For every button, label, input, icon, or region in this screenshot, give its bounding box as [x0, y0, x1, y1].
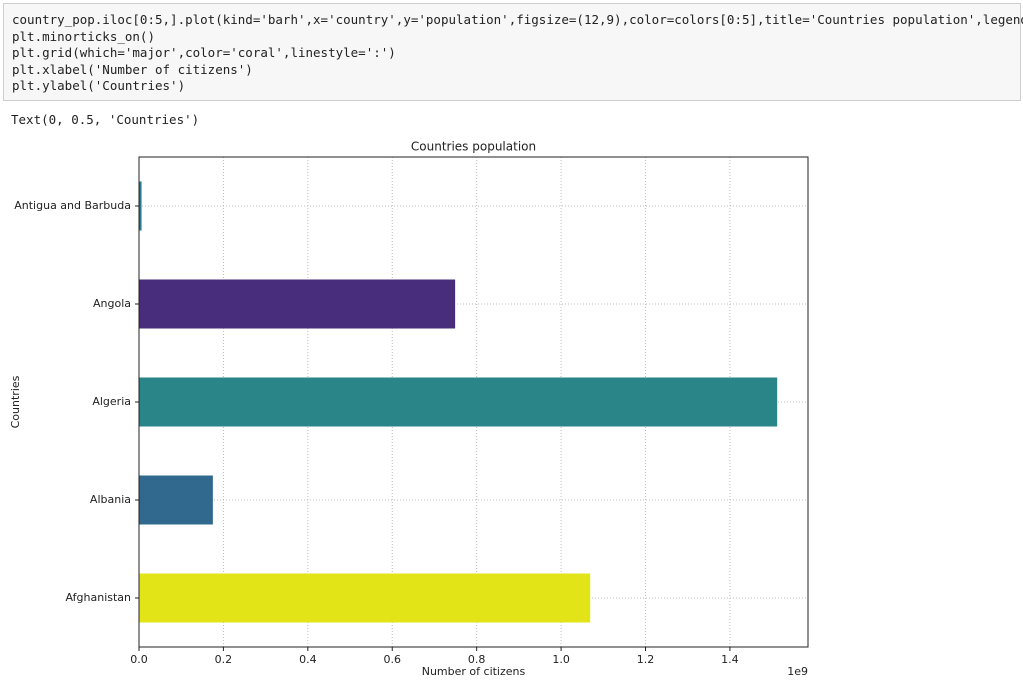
bar	[139, 181, 142, 231]
y-tick-label: Albania	[90, 493, 131, 506]
x-tick-label: 1.2	[637, 653, 655, 666]
x-tick-label: 0.0	[130, 653, 148, 666]
bar	[139, 377, 778, 427]
code-line: plt.xlabel('Number of citizens')	[12, 61, 253, 77]
plot-frame	[138, 156, 809, 648]
x-offset-text: 1e9	[787, 665, 808, 678]
code: country_pop.iloc[0:5,].plot(kind='barh',…	[4, 4, 1023, 95]
y-axis-label: Countries	[9, 375, 22, 428]
bar	[139, 475, 213, 525]
code-cell[interactable]: country_pop.iloc[0:5,].plot(kind='barh',…	[3, 3, 1023, 101]
x-tick-label: 0.4	[299, 653, 317, 666]
output-text: Text(0, 0.5, 'Countries')	[11, 112, 200, 127]
chart-title: Countries population	[411, 140, 536, 154]
code-line: plt.grid(which='major',color='coral',lin…	[12, 45, 396, 61]
chart: 0.0 0.2 0.4 0.6 0.8 1.0 1.2 1.4 Afghanistan Alban…	[9, 140, 809, 678]
bar	[139, 573, 591, 623]
x-tick-label: 0.8	[468, 653, 486, 666]
y-tick-label: Algeria	[92, 395, 131, 408]
x-tick-label: 0.2	[215, 653, 233, 666]
code-line: country_pop.iloc[0:5,].plot(kind='barh',…	[12, 12, 1023, 27]
x-tick-label: 1.4	[721, 653, 739, 666]
y-tick-label: Afghanistan	[66, 591, 132, 604]
code-line: plt.minorticks_on()	[12, 28, 155, 44]
bar	[139, 279, 456, 329]
x-tick-label: 1.0	[552, 653, 570, 666]
y-tick-label: Angola	[93, 297, 131, 310]
x-axis-label: Number of citizens	[422, 665, 526, 678]
code-line: plt.ylabel('Countries')	[12, 78, 186, 94]
x-tick-label: 0.6	[383, 653, 401, 666]
y-tick-label: Antigua and Barbuda	[14, 199, 131, 212]
